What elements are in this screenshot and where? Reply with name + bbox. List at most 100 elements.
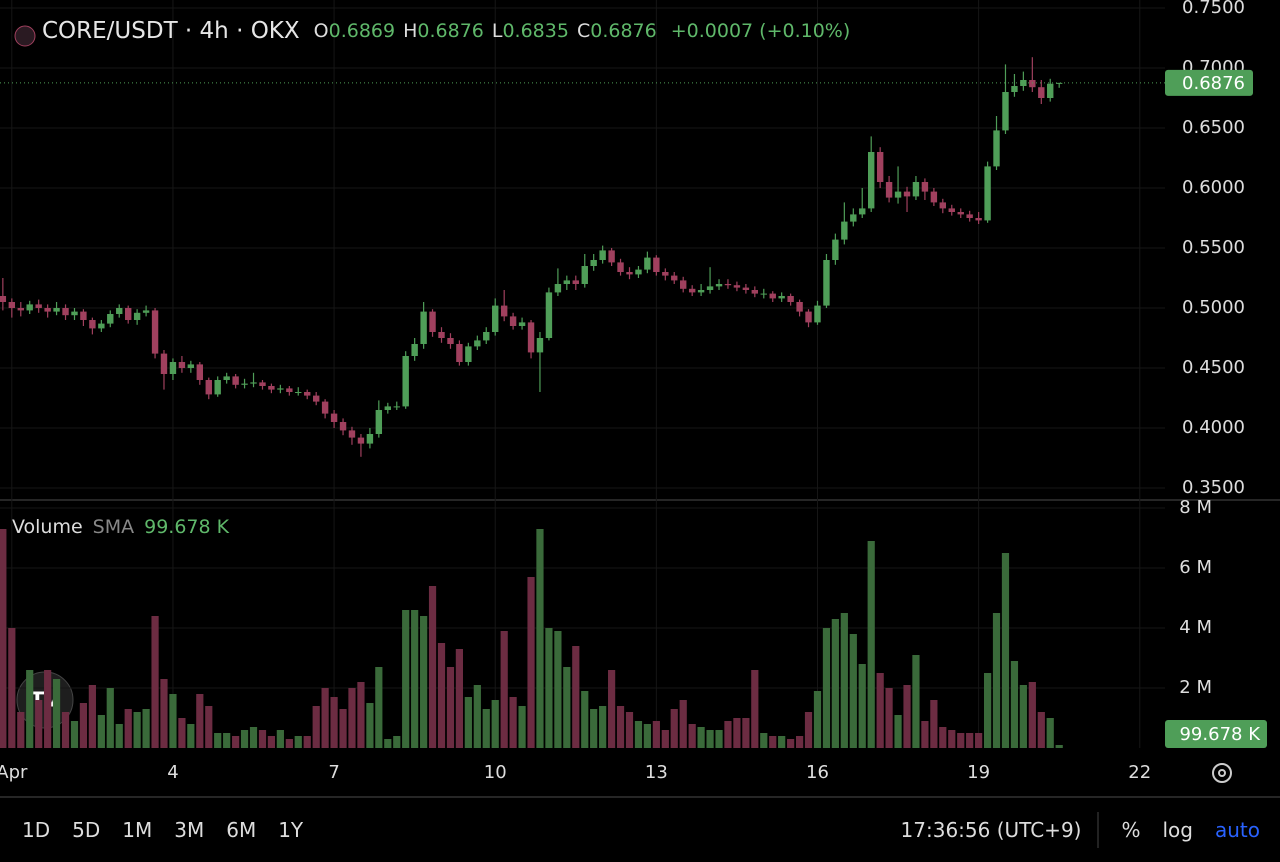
change: +0.0007 (+0.10%)	[670, 20, 851, 42]
candle-body	[859, 208, 866, 215]
candle-body	[0, 296, 7, 302]
settings-icon-center	[1218, 769, 1226, 777]
candle-body	[107, 314, 114, 324]
range-button[interactable]: 3M	[174, 818, 205, 842]
candle-body	[205, 380, 212, 395]
candle-body	[438, 332, 445, 338]
candle-body	[393, 406, 400, 408]
candle-body	[814, 305, 821, 323]
volume-bar	[384, 739, 392, 748]
volume-bar	[178, 718, 186, 748]
volume-bar	[509, 697, 517, 748]
volume-bar	[769, 736, 777, 748]
candle-body	[536, 338, 544, 353]
volume-bar	[751, 670, 759, 748]
scale-option[interactable]: auto	[1214, 818, 1260, 842]
range-button[interactable]: 1D	[22, 818, 51, 842]
candle-body	[921, 182, 929, 192]
candle-body	[832, 239, 839, 260]
candle-body	[841, 221, 848, 240]
volume-bar	[554, 631, 562, 748]
range-button[interactable]: 1M	[122, 818, 153, 842]
volume-bar	[276, 730, 284, 748]
scale-option[interactable]: %	[1121, 818, 1141, 842]
volume-bar	[849, 634, 857, 748]
volume-bar	[52, 679, 61, 748]
volume-bar	[428, 586, 437, 748]
volume-bar	[1001, 553, 1010, 748]
ohlc-value: 0.6876	[417, 20, 484, 42]
candle-body	[993, 130, 1000, 167]
candle-body	[805, 311, 812, 323]
volume-bar	[590, 709, 598, 748]
volume-bar	[652, 721, 660, 748]
volume-bar	[88, 685, 96, 748]
volume-bar	[402, 610, 410, 748]
volume-bar	[912, 655, 920, 748]
clock: 17:36:56 (UTC+9)	[900, 818, 1082, 842]
ohlc-key: H	[403, 20, 418, 42]
coin-icon	[14, 25, 36, 47]
volume-bar	[303, 736, 311, 748]
candle-body	[626, 272, 633, 275]
settings-icon[interactable]	[1212, 763, 1232, 783]
volume-bar	[393, 736, 401, 748]
volume-bar	[330, 697, 338, 748]
volume-sma-value: 99.678 K	[144, 516, 230, 538]
candle-body	[876, 152, 884, 182]
candle-body	[492, 305, 499, 332]
volume-bar	[214, 733, 222, 748]
candle-body	[688, 288, 696, 293]
volume-bar	[527, 577, 535, 748]
candle-body	[26, 304, 33, 311]
candle-body	[850, 214, 857, 222]
volume-bar	[8, 628, 16, 748]
volume-bar	[115, 724, 123, 748]
y-tick-label: 0.5000	[1182, 297, 1245, 318]
candle-body	[447, 338, 454, 344]
volume-tick-label: 8 M	[1179, 497, 1212, 518]
volume-tick-label: 4 M	[1179, 617, 1212, 638]
candle-body	[483, 332, 490, 341]
volume-bar	[160, 679, 168, 748]
volume-bar	[464, 697, 472, 748]
volume-bar	[715, 730, 723, 748]
volume-bar	[411, 610, 419, 748]
ohlc-value: 0.6876	[590, 20, 657, 42]
volume-bar	[625, 712, 634, 748]
candle-body	[966, 214, 973, 218]
y-tick-label: 0.6500	[1182, 117, 1245, 138]
candle-body	[169, 362, 177, 374]
candle-body	[715, 284, 723, 287]
candle-body	[241, 383, 248, 385]
volume-bar	[258, 730, 267, 748]
volume-bar	[482, 709, 490, 748]
volume-bar	[1055, 745, 1063, 748]
volume-bar	[733, 718, 741, 748]
volume-bar	[44, 670, 52, 748]
candle-body	[706, 286, 714, 290]
volume-bar	[79, 703, 88, 748]
volume-bar	[813, 691, 822, 748]
candle-body	[1055, 82, 1063, 84]
range-button[interactable]: 5D	[72, 818, 101, 842]
x-tick-label: 4	[167, 762, 178, 783]
volume-bar	[572, 646, 580, 748]
candle-body	[277, 388, 284, 390]
range-button[interactable]: 1Y	[278, 818, 304, 842]
y-tick-label: 0.4500	[1182, 357, 1245, 378]
volume-bar	[455, 649, 463, 748]
toolbar: 1D 5D 1M 3M 6M 1Y 17:36:56 (UTC+9) % log auto	[0, 798, 1280, 862]
range-button[interactable]: 6M	[226, 818, 257, 842]
volume-bar	[885, 688, 893, 748]
volume-bar	[643, 724, 651, 748]
volume-bar	[500, 631, 508, 748]
candle-body	[1011, 86, 1018, 92]
volume-bar	[983, 673, 992, 748]
scale-option[interactable]: log	[1162, 818, 1193, 842]
volume-bar	[948, 730, 956, 748]
candle-body	[420, 311, 427, 344]
candle-body	[465, 346, 472, 362]
volume-bar	[724, 721, 732, 748]
volume-bar	[796, 736, 804, 748]
